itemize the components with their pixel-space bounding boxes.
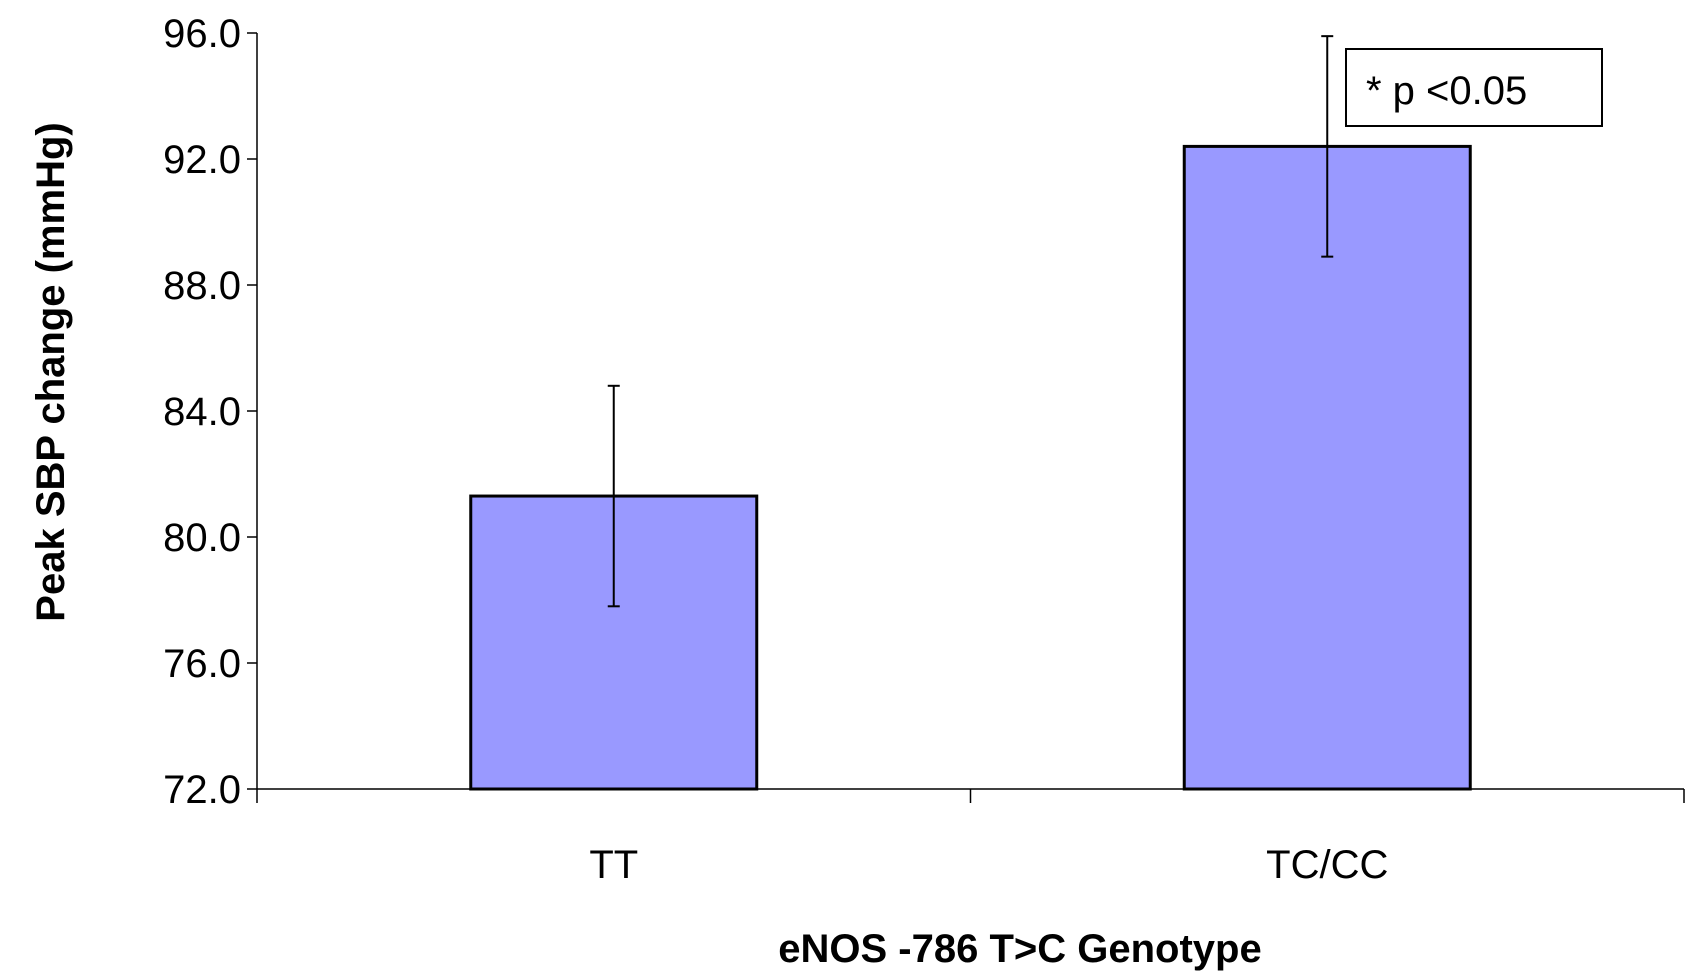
significance-annotation: * p <0.05	[1346, 49, 1602, 126]
y-tick-label: 72.0	[163, 768, 241, 812]
y-tick-label: 80.0	[163, 516, 241, 560]
y-axis-title: Peak SBP change (mmHg)	[29, 122, 73, 621]
plot-area	[471, 36, 1471, 789]
y-tick-label: 96.0	[163, 12, 241, 56]
y-tick-label: 92.0	[163, 138, 241, 182]
x-tick-label: TC/CC	[1266, 843, 1388, 887]
y-tick-label: 84.0	[163, 390, 241, 434]
x-axis-title: eNOS -786 T>C Genotype	[778, 927, 1261, 971]
x-tick-label: TT	[589, 843, 638, 887]
y-tick-label: 76.0	[163, 642, 241, 686]
y-tick-label: 88.0	[163, 264, 241, 308]
annotation-text: * p <0.05	[1366, 69, 1527, 113]
